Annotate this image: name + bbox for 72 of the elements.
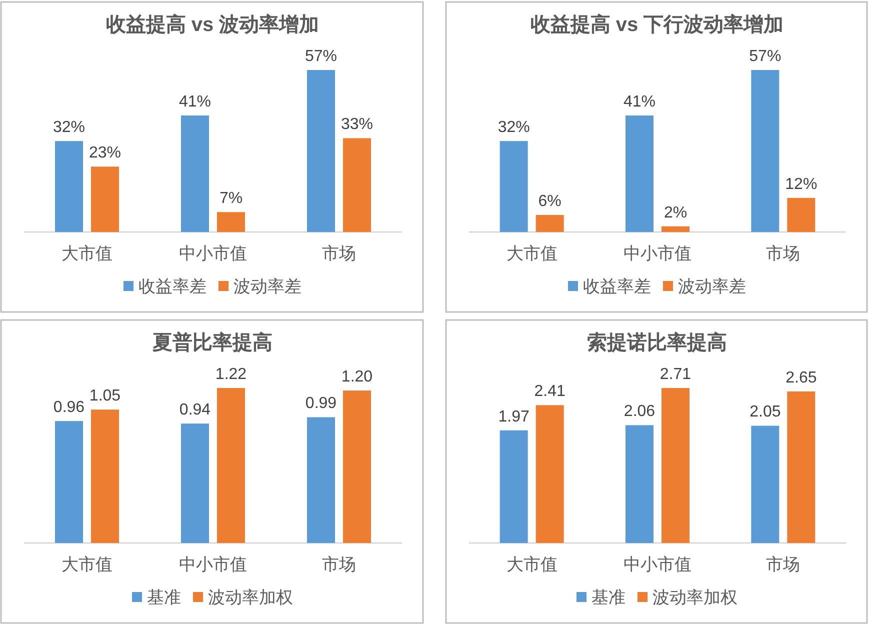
- chart-title: 夏普比率提高: [152, 331, 272, 354]
- bar: [91, 410, 119, 543]
- chart-title: 收益提高 vs 下行波动率增加: [530, 13, 784, 36]
- chart-title: 收益提高 vs 波动率增加: [106, 13, 320, 36]
- data-label: 2.05: [750, 404, 781, 421]
- bar: [217, 388, 245, 543]
- x-tick-label: 中小市值: [624, 555, 692, 574]
- data-label: 7%: [219, 190, 243, 208]
- data-label: 33%: [340, 116, 374, 134]
- data-label: 2.65: [786, 369, 817, 386]
- data-label: 2%: [664, 204, 688, 222]
- x-tick-label: 市场: [766, 244, 800, 263]
- bar: [500, 430, 528, 543]
- bar: [500, 141, 528, 232]
- x-tick-label: 市场: [322, 244, 356, 263]
- bar: [536, 214, 564, 232]
- bar: [307, 417, 335, 543]
- bar: [662, 388, 690, 543]
- x-tick-label: 中小市值: [179, 244, 247, 263]
- data-label: 0.99: [305, 395, 337, 412]
- bar: [751, 426, 780, 543]
- data-label: 41%: [623, 93, 656, 110]
- bar: [91, 166, 119, 232]
- bar: [307, 70, 335, 232]
- x-tick-label: 市场: [322, 555, 356, 574]
- bar: [343, 138, 371, 232]
- x-tick-label: 市场: [766, 555, 800, 574]
- data-label: 23%: [88, 144, 122, 162]
- x-tick-label: 大市值: [506, 555, 558, 574]
- chart-title: 索提诺比率提高: [587, 331, 727, 354]
- legend-label: 基准: [147, 588, 181, 607]
- data-label: 2.71: [660, 366, 692, 383]
- legend-label: 基准: [592, 588, 626, 607]
- bar: [181, 115, 209, 232]
- bar: [626, 425, 654, 543]
- data-label: 57%: [749, 48, 782, 65]
- legend-label: 波动率加权: [652, 588, 738, 607]
- bar: [55, 141, 83, 232]
- bar: [787, 198, 816, 232]
- x-tick-label: 大市值: [62, 244, 112, 263]
- bar: [343, 390, 371, 543]
- x-tick-label: 中小市值: [179, 555, 247, 574]
- data-label: 32%: [52, 119, 86, 136]
- data-label: 0.94: [179, 402, 211, 419]
- data-label: 6%: [538, 192, 562, 210]
- legend-label: 波动率差: [678, 277, 746, 296]
- data-label: 32%: [498, 119, 530, 136]
- legend-label: 收益率差: [583, 277, 651, 296]
- data-label: 12%: [785, 176, 818, 193]
- x-tick-label: 大市值: [506, 244, 558, 263]
- data-label: 0.96: [53, 399, 85, 416]
- data-label: 57%: [304, 48, 338, 65]
- data-label: 41%: [178, 93, 212, 110]
- bar: [181, 424, 209, 543]
- data-label: 2.06: [624, 403, 656, 420]
- data-label: 1.97: [498, 408, 530, 426]
- legend-label: 波动率加权: [208, 588, 293, 607]
- legend-label: 波动率差: [234, 277, 302, 296]
- bar: [626, 115, 654, 232]
- bar: [662, 226, 690, 232]
- legend-label: 收益率差: [138, 277, 206, 296]
- x-tick-label: 大市值: [62, 555, 112, 574]
- data-label: 1.05: [89, 388, 121, 405]
- bar: [536, 405, 564, 543]
- bar: [787, 391, 816, 543]
- x-tick-label: 中小市值: [624, 244, 692, 263]
- data-label: 2.41: [534, 383, 566, 400]
- bar: [751, 70, 780, 232]
- data-label: 1.20: [341, 368, 373, 386]
- data-label: 1.22: [215, 366, 247, 383]
- bar: [55, 421, 83, 543]
- bar: [217, 212, 245, 232]
